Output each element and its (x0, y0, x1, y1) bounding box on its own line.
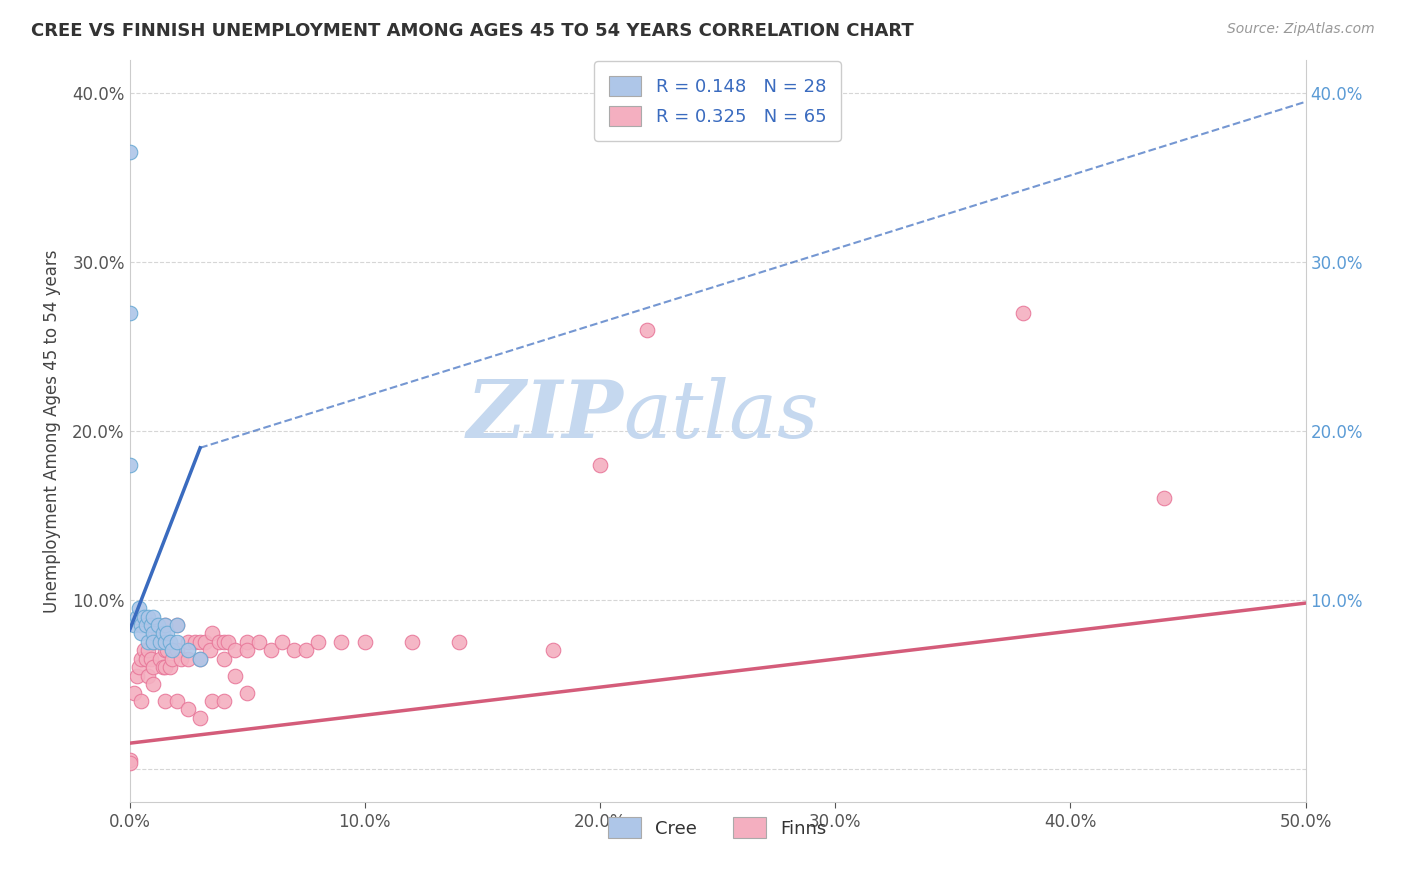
Point (131, 626, 153, 640)
Point (283, 643, 305, 657)
Point (160, 643, 183, 657)
Point (177, 643, 200, 657)
Point (152, 626, 174, 640)
Point (128, 601, 150, 615)
Point (166, 643, 188, 657)
Point (1012, 306, 1035, 320)
Point (401, 635, 423, 649)
Point (184, 635, 207, 649)
Point (194, 635, 217, 649)
Point (166, 618, 188, 632)
Point (198, 643, 221, 657)
Point (118, 458, 141, 472)
Point (153, 660, 176, 674)
Point (236, 685, 259, 699)
Point (271, 635, 294, 649)
Point (212, 694, 235, 708)
Point (330, 635, 353, 649)
Point (170, 652, 193, 666)
Point (208, 635, 231, 649)
Point (131, 652, 153, 666)
Point (541, 643, 564, 657)
Point (118, 756, 141, 771)
Point (149, 635, 172, 649)
Text: CREE VS FINNISH UNEMPLOYMENT AMONG AGES 45 TO 54 YEARS CORRELATION CHART: CREE VS FINNISH UNEMPLOYMENT AMONG AGES … (31, 22, 914, 40)
Point (142, 609, 165, 624)
Point (636, 323, 658, 337)
Point (188, 652, 211, 666)
Point (1153, 491, 1175, 506)
Point (138, 643, 160, 657)
Text: atlas: atlas (623, 377, 818, 455)
Text: Source: ZipAtlas.com: Source: ZipAtlas.com (1227, 22, 1375, 37)
Point (118, 145, 141, 160)
Point (153, 618, 176, 632)
Point (156, 643, 179, 657)
Point (212, 652, 235, 666)
Point (142, 660, 165, 674)
Point (159, 635, 181, 649)
Point (153, 643, 176, 657)
Point (118, 753, 141, 767)
Point (177, 702, 200, 716)
Point (142, 635, 165, 649)
Point (589, 458, 612, 472)
Point (224, 668, 246, 682)
Point (260, 643, 283, 657)
Point (132, 643, 155, 657)
Point (135, 652, 157, 666)
Y-axis label: Unemployment Among Ages 45 to 54 years: Unemployment Among Ages 45 to 54 years (44, 249, 60, 613)
Point (128, 660, 150, 674)
Point (132, 609, 155, 624)
Point (160, 652, 183, 666)
Point (166, 635, 188, 649)
Point (146, 618, 169, 632)
Point (166, 618, 188, 632)
Point (153, 618, 176, 632)
Point (201, 626, 224, 640)
Point (307, 635, 329, 649)
Point (142, 635, 165, 649)
Point (188, 635, 211, 649)
Point (247, 635, 270, 649)
Point (124, 685, 146, 699)
Point (236, 635, 259, 649)
Point (177, 652, 200, 666)
Point (139, 652, 162, 666)
Point (139, 618, 162, 632)
Point (156, 626, 179, 640)
Point (125, 609, 148, 624)
Point (236, 643, 259, 657)
Point (212, 635, 235, 649)
Point (138, 668, 160, 682)
Point (153, 635, 176, 649)
Point (166, 694, 188, 708)
Point (138, 609, 160, 624)
Point (217, 635, 239, 649)
Point (153, 694, 176, 708)
Point (447, 635, 470, 649)
Point (142, 677, 165, 691)
Point (159, 660, 181, 674)
Point (224, 643, 246, 657)
Point (146, 626, 169, 640)
Point (201, 694, 224, 708)
Point (124, 618, 146, 632)
Point (188, 711, 211, 725)
Point (353, 635, 375, 649)
Point (152, 660, 174, 674)
Point (149, 652, 172, 666)
Point (125, 668, 148, 682)
Point (131, 618, 153, 632)
Point (118, 306, 141, 320)
Point (142, 626, 165, 640)
Point (177, 635, 200, 649)
Text: ZIP: ZIP (467, 377, 623, 455)
Point (188, 652, 211, 666)
Point (295, 643, 318, 657)
Point (131, 694, 153, 708)
Point (135, 618, 157, 632)
Point (138, 635, 160, 649)
Legend: Cree, Finns: Cree, Finns (602, 810, 834, 846)
